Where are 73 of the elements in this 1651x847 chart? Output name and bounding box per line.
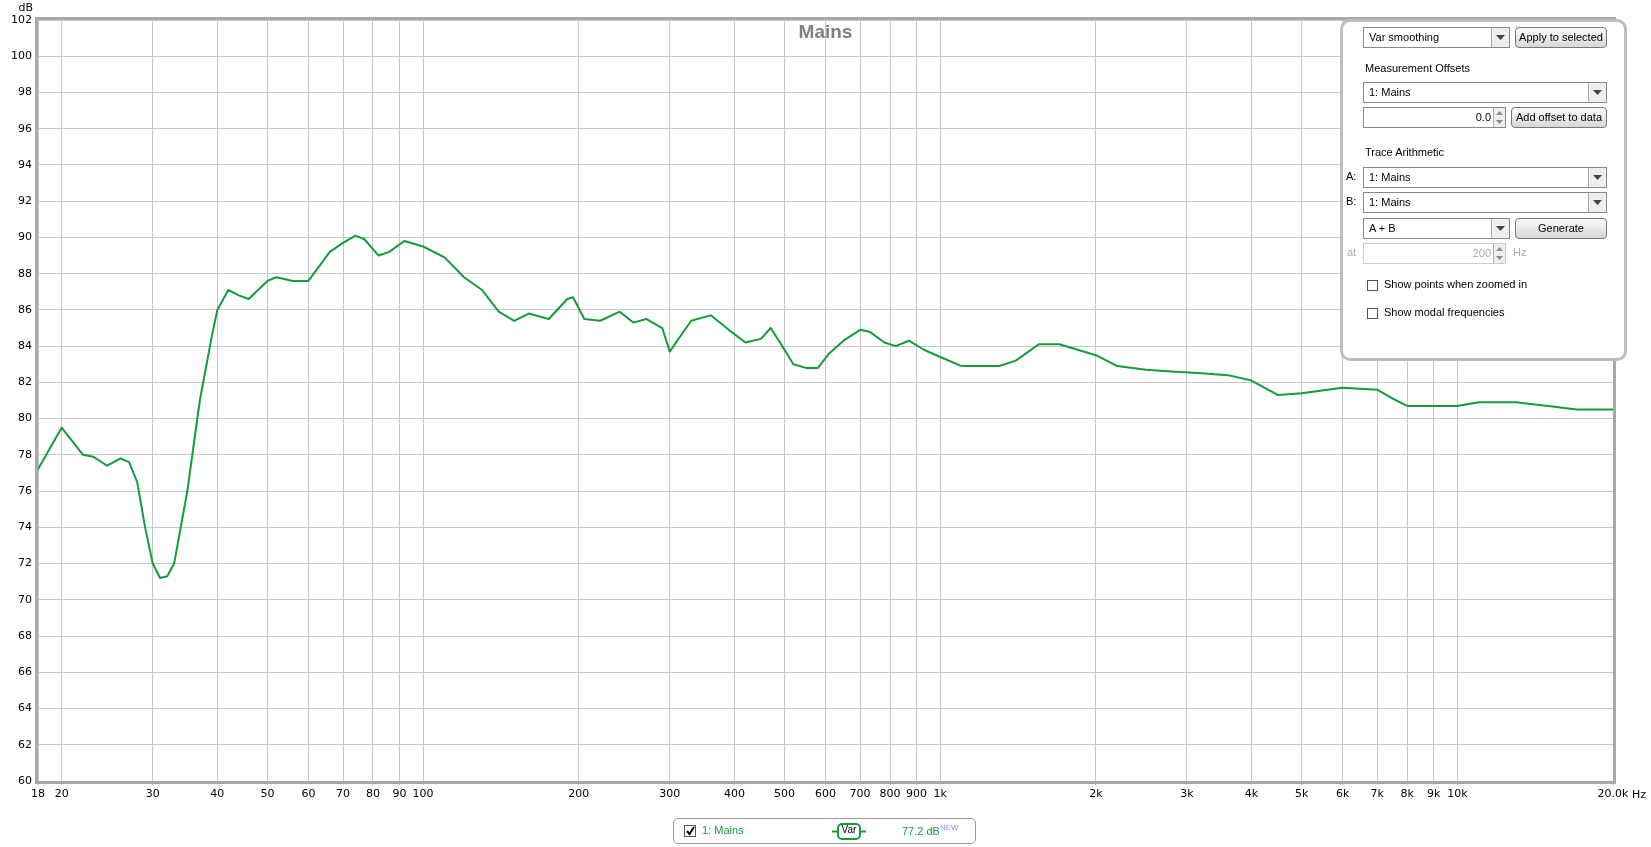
x-tick-label: 2k <box>1089 787 1104 801</box>
y-tick-label: 98 <box>18 85 32 99</box>
x-axis-title: Hz <box>1632 788 1647 802</box>
y-tick-label: 100 <box>11 49 32 63</box>
y-axis-title: dB <box>18 1 33 15</box>
x-tick-label: 7k <box>1370 787 1385 801</box>
y-tick-label: 96 <box>18 121 32 135</box>
button: Generate <box>1515 218 1607 239</box>
x-tick-label: 90 <box>392 787 407 801</box>
y-tick-label: 70 <box>18 592 32 606</box>
x-tick-label: 200 <box>568 787 590 801</box>
annotation: Show points when zoomed in <box>1384 278 1528 290</box>
x-tick-label: 700 <box>849 787 871 801</box>
dropdown: Var smoothing <box>1363 27 1510 48</box>
x-tick-label: 50 <box>260 787 275 801</box>
x-tick-label: 1k <box>933 787 948 801</box>
y-tick-label: 68 <box>18 628 32 642</box>
y-tick-label: 66 <box>18 665 32 679</box>
annotation: B: <box>1346 195 1357 207</box>
annotation: A: <box>1346 170 1357 182</box>
x-tick-label: 70 <box>336 787 351 801</box>
y-tick-label: 78 <box>18 447 32 461</box>
y-tick-label: 86 <box>18 302 32 316</box>
annotation: at <box>1347 246 1357 258</box>
legend-box: 1: Mains Var 77.2 dB$^{NEW}$ <box>673 818 976 844</box>
annotation: Show modal frequencies <box>1384 306 1505 318</box>
dropdown: 1: Mains <box>1363 192 1607 213</box>
y-tick-label: 62 <box>18 737 32 751</box>
x-tick-label: 900 <box>906 787 928 801</box>
chart-title: Mains <box>798 20 853 42</box>
x-tick-label: 20 <box>54 787 69 801</box>
y-tick-label: 64 <box>18 701 32 715</box>
x-tick-label: 9k <box>1426 787 1441 801</box>
y-tick-label: 74 <box>18 520 32 534</box>
x-tick-label: 80 <box>365 787 380 801</box>
x-tick-label: 800 <box>879 787 901 801</box>
dropdown: A + B <box>1363 218 1510 239</box>
x-tick-label: 3k <box>1180 787 1195 801</box>
x-tick-label: 30 <box>145 787 160 801</box>
x-tick-label: 5k <box>1294 787 1309 801</box>
x-tick-label: 4k <box>1244 787 1259 801</box>
x-tick-label: 6k <box>1335 787 1350 801</box>
annotation: Hz <box>1513 246 1527 258</box>
number-field: 0.0 <box>1363 107 1506 128</box>
y-tick-label: 80 <box>18 411 32 425</box>
y-tick-label: 102 <box>11 12 32 26</box>
dropdown: 1: Mains <box>1363 82 1607 103</box>
y-tick-label: 60 <box>18 773 32 787</box>
x-tick-label: 20.0k <box>1597 787 1630 801</box>
x-tick-label: 500 <box>774 787 796 801</box>
x-tick-label: 400 <box>723 787 745 801</box>
y-tick-label: 88 <box>18 266 32 280</box>
x-tick-label: 10k <box>1447 787 1469 801</box>
annotation: Trace Arithmetic <box>1365 146 1445 158</box>
x-tick-label: 300 <box>659 787 681 801</box>
y-tick-label: 84 <box>18 339 32 352</box>
x-tick-label: 40 <box>210 787 225 801</box>
x-tick-label: 8k <box>1400 787 1415 801</box>
y-tick-label: 72 <box>18 556 32 570</box>
y-tick-label: 82 <box>18 375 32 389</box>
annotation: Measurement Offsets <box>1365 62 1470 74</box>
button: Add offset to data <box>1511 107 1607 128</box>
y-tick-label: 90 <box>18 230 32 244</box>
y-tick-label: 94 <box>18 157 32 171</box>
button: Apply to selected <box>1515 27 1607 48</box>
x-tick-label: 18 <box>31 787 45 801</box>
x-tick-label: 60 <box>301 787 316 801</box>
x-tick-label: 600 <box>815 787 836 801</box>
x-tick-label: 100 <box>412 787 434 801</box>
number-field: 200 <box>1363 243 1506 264</box>
dropdown: 1: Mains <box>1363 167 1607 188</box>
y-tick-label: 76 <box>18 483 32 497</box>
y-tick-label: 92 <box>18 194 32 208</box>
